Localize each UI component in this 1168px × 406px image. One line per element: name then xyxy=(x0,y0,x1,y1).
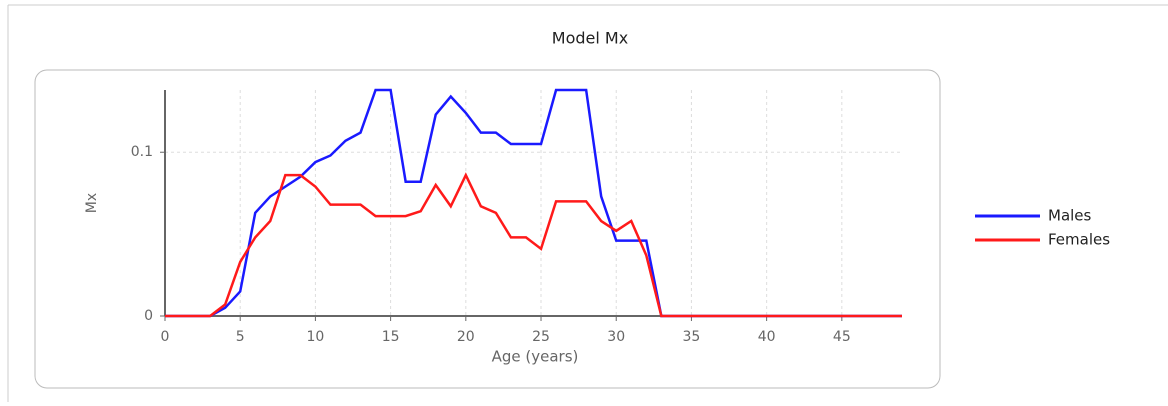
legend-label: Males xyxy=(1048,207,1092,225)
x-tick-label: 10 xyxy=(306,329,324,345)
x-tick-label: 0 xyxy=(161,329,170,345)
plot-frame xyxy=(34,69,941,389)
x-tick-label: 35 xyxy=(683,329,701,345)
y-tick-label: 0.1 xyxy=(131,144,153,160)
x-tick-label: 40 xyxy=(758,329,776,345)
chart-title: Model Mx xyxy=(552,29,628,48)
x-tick-label: 30 xyxy=(607,329,625,345)
x-tick-label: 20 xyxy=(457,329,475,345)
x-tick-label: 45 xyxy=(833,329,851,345)
y-axis-label: Mx xyxy=(84,193,100,213)
legend-label: Females xyxy=(1048,231,1110,249)
x-tick-label: 5 xyxy=(236,329,245,345)
x-tick-label: 25 xyxy=(532,329,550,345)
series-line xyxy=(165,172,902,318)
x-axis-label: Age (years) xyxy=(492,348,579,366)
y-tick-label: 0 xyxy=(144,308,153,324)
x-tick-label: 15 xyxy=(382,329,400,345)
